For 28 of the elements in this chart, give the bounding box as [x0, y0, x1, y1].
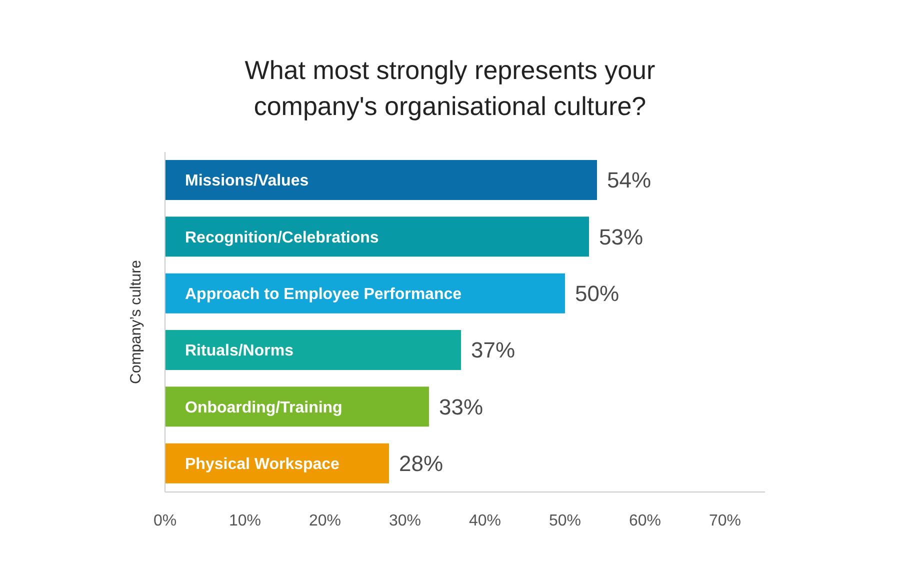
data-label: 37%	[471, 338, 516, 363]
y-tick-label: Physical Workspace	[185, 456, 340, 473]
bar	[165, 273, 565, 314]
y-tick-label: Recognition/Celebrations	[185, 229, 379, 246]
data-label: 28%	[399, 451, 444, 476]
x-tick-label: 0%	[153, 512, 177, 530]
x-tick-label: 20%	[308, 512, 342, 530]
y-tick-label: Onboarding/Training	[185, 399, 342, 416]
data-label: 53%	[599, 224, 644, 250]
chart-title: What most strongly represents your company's organisational culture?	[244, 54, 656, 123]
bar	[165, 443, 389, 484]
data-label: 33%	[439, 394, 484, 420]
data-label: 54%	[607, 168, 652, 193]
bar	[165, 386, 429, 427]
x-tick-label: 30%	[388, 512, 422, 530]
x-tick-label: 50%	[548, 512, 582, 530]
y-axis-title: Company’s culture	[127, 260, 144, 384]
y-tick-label: Missions/Values	[185, 172, 309, 190]
y-tick-label: Approach to Employee Performance	[185, 286, 462, 303]
bar	[165, 160, 597, 200]
y-tick-label: Rituals/Norms	[185, 342, 294, 360]
bar	[165, 330, 461, 370]
x-tick-label: 10%	[228, 512, 262, 530]
x-tick-label: 70%	[708, 512, 742, 530]
x-tick-label: 40%	[468, 512, 502, 530]
data-label: 50%	[575, 281, 620, 306]
x-tick-label: 60%	[628, 512, 662, 530]
bar	[165, 216, 589, 257]
